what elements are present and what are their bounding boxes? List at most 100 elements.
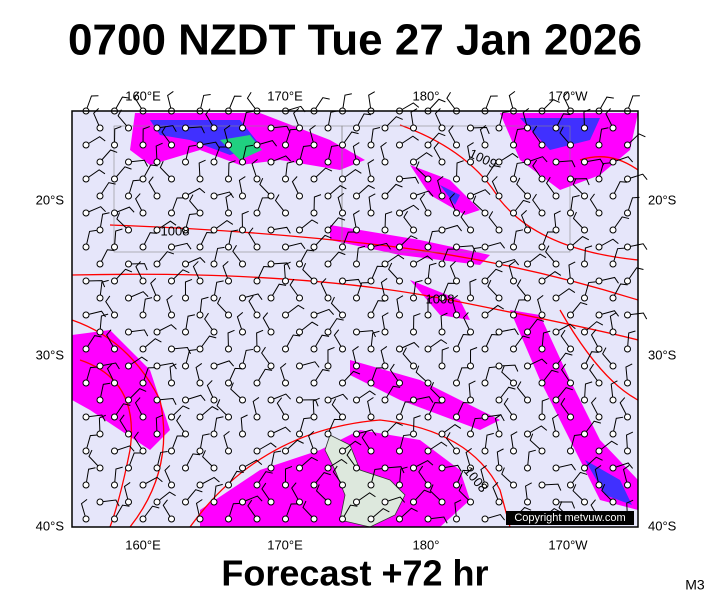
station [581, 396, 588, 404]
wind-barb [584, 381, 593, 401]
wind-barb [116, 212, 129, 231]
station [567, 447, 574, 455]
station [339, 243, 346, 251]
wind-barb [280, 362, 287, 384]
station [510, 277, 517, 285]
station [111, 515, 118, 523]
wind-barb [356, 330, 376, 338]
wind-barb [625, 431, 634, 452]
station [595, 345, 603, 353]
station [609, 226, 617, 234]
wind-barb [274, 194, 286, 214]
station [552, 124, 560, 132]
wind-barb [283, 261, 291, 282]
station [182, 362, 189, 370]
wind-barb [356, 492, 376, 503]
station [538, 481, 546, 489]
wind-barb [465, 447, 472, 469]
wind-barb [513, 335, 530, 350]
wind-barb [114, 268, 133, 282]
station [96, 362, 104, 370]
station [567, 141, 574, 149]
wind-barb [114, 228, 123, 248]
station [267, 396, 275, 404]
station [182, 464, 189, 472]
wind-barb [155, 414, 163, 435]
wind-barb [484, 513, 506, 521]
station [339, 515, 346, 523]
wind-barb [612, 216, 630, 231]
wind-barb [494, 414, 502, 435]
wind-barb [327, 393, 349, 401]
wind-barb [399, 434, 411, 452]
station [438, 362, 446, 370]
wind-barb [299, 361, 320, 368]
wind-barb [470, 126, 490, 135]
wind-barb [456, 367, 469, 384]
wind-barb [491, 176, 500, 197]
wind-barb [427, 441, 448, 452]
wind-barb [171, 435, 185, 452]
station [324, 328, 332, 336]
wind-barb [238, 176, 246, 197]
station [125, 328, 132, 336]
station [424, 515, 432, 523]
wind-barb [522, 107, 530, 129]
station [481, 413, 489, 421]
wind-barb [568, 261, 576, 282]
wind-barb [302, 500, 315, 520]
station [239, 396, 246, 404]
wind-barb [236, 311, 244, 333]
station [524, 260, 531, 268]
wind-barb [413, 190, 434, 197]
station [310, 277, 318, 285]
wind-barb [484, 432, 494, 452]
wind-barb [228, 95, 242, 112]
wind-barb [468, 380, 476, 401]
station [581, 294, 588, 302]
station [567, 413, 574, 421]
wind-barb [85, 434, 98, 452]
wind-barb [270, 450, 282, 469]
wind-barb [248, 227, 258, 248]
wind-barb [456, 469, 471, 486]
station [595, 481, 603, 489]
wind-barb [114, 504, 130, 520]
wind-barb [352, 210, 360, 231]
wind-barb [399, 507, 418, 520]
station [453, 481, 460, 489]
station [310, 175, 318, 183]
wind-barb [88, 449, 101, 469]
station [296, 294, 303, 302]
wind-barb [156, 362, 177, 370]
wind-barb [285, 304, 305, 316]
station [381, 260, 389, 268]
station [168, 209, 175, 217]
wind-barb [242, 495, 263, 503]
wind-barb [572, 484, 585, 503]
wind-barb [627, 267, 644, 282]
wind-barb [384, 211, 393, 231]
wind-barb [199, 296, 209, 316]
wind-barb [413, 313, 421, 333]
wind-barb [622, 465, 630, 486]
wind-barb [142, 164, 158, 180]
station [82, 209, 90, 217]
station [296, 260, 303, 268]
wind-barb [198, 159, 206, 180]
station [324, 192, 332, 200]
station [153, 396, 161, 404]
wind-barb [555, 113, 571, 129]
wind-barb [469, 278, 477, 299]
wind-barb [612, 283, 628, 299]
station [381, 362, 389, 370]
station [267, 294, 275, 302]
wind-barb [114, 445, 135, 452]
station [424, 277, 432, 285]
wind-barb [488, 211, 500, 231]
station [125, 498, 132, 506]
station [581, 124, 588, 132]
station [552, 260, 560, 268]
wind-barb [242, 459, 263, 469]
station [267, 192, 275, 200]
